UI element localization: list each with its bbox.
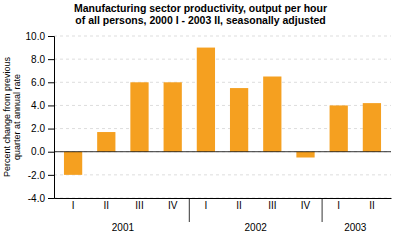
x-axis: IIIIIIIVIIIIIIIVIII <box>55 199 392 212</box>
y-tick: 6.0 <box>31 77 54 88</box>
y-tick: 2.0 <box>31 123 54 134</box>
bars <box>64 48 381 175</box>
grid-line <box>54 174 391 175</box>
y-tick: -4.0 <box>28 193 54 204</box>
chart: -4.0-2.00.02.04.06.08.010.0IIIIIIIVIIIII… <box>0 0 401 238</box>
bar <box>296 152 314 158</box>
tick-mark <box>48 82 54 83</box>
tick-label: II <box>104 200 110 211</box>
group-separator <box>322 198 323 222</box>
tick-label: IV <box>301 200 311 211</box>
grid-line <box>54 198 391 199</box>
x-tick: III <box>135 200 143 211</box>
tick-label: -4.0 <box>28 193 46 204</box>
grid <box>54 36 391 198</box>
tick-label: 8.0 <box>31 54 45 65</box>
x-tick: I <box>72 200 75 211</box>
y-tick: 10.0 <box>26 31 54 42</box>
tick-mark <box>48 36 54 37</box>
tick-label: III <box>135 200 143 211</box>
y-axis: -4.0 -2.0 0.0 2.0 4.0 6.0 8.0 10.0 <box>26 31 55 204</box>
x-tick: III <box>268 200 276 211</box>
bar <box>230 88 248 152</box>
x-tick: II <box>104 200 110 211</box>
tick-mark <box>48 175 54 176</box>
tick-label: 4.0 <box>31 100 45 111</box>
grid-line <box>54 151 391 152</box>
tick-mark <box>48 198 54 199</box>
bar <box>197 48 215 152</box>
group-label: 2002 <box>245 222 268 233</box>
y-tick: 4.0 <box>31 100 54 111</box>
bar <box>130 82 148 151</box>
y-tick: 8.0 <box>31 54 54 65</box>
tick-label: 10.0 <box>26 31 46 42</box>
zero-line <box>54 151 391 152</box>
tick-label: II <box>369 200 375 211</box>
bar <box>97 132 115 152</box>
x-tick: IV <box>168 200 178 211</box>
tick-label: I <box>337 200 340 211</box>
x-tick: II <box>236 200 242 211</box>
bar <box>263 77 281 152</box>
tick-label: -2.0 <box>28 170 46 181</box>
axis-domain <box>55 198 392 199</box>
x-tick: IV <box>301 200 311 211</box>
x-tick: I <box>337 200 340 211</box>
plot: -4.0-2.00.02.04.06.08.010.0IIIIIIIVIIIII… <box>26 31 392 233</box>
group-axis: 2001 2002 2003 <box>112 198 367 233</box>
bar <box>164 82 182 151</box>
group-label: 2003 <box>344 222 367 233</box>
tick-label: III <box>268 200 276 211</box>
bar <box>64 152 82 175</box>
bar <box>330 105 348 151</box>
group-label: 2001 <box>112 222 135 233</box>
tick-mark <box>48 129 54 130</box>
grid-line <box>54 82 391 83</box>
tick-label: I <box>72 200 75 211</box>
tick-label: 0.0 <box>31 146 45 157</box>
bar <box>363 103 381 152</box>
x-tick: II <box>369 200 375 211</box>
grid-line <box>54 36 391 37</box>
y-tick: 0.0 <box>31 146 54 157</box>
tick-label: I <box>205 200 208 211</box>
group-separator <box>189 198 190 222</box>
y-tick: -2.0 <box>28 170 54 181</box>
tick-label: 2.0 <box>31 123 45 134</box>
y-axis-label: Percent change from previousquarter at a… <box>2 56 22 177</box>
x-tick: I <box>205 200 208 211</box>
title: Manufacturing sector productivity, outpu… <box>74 2 327 26</box>
tick-mark <box>48 152 54 153</box>
axis-domain <box>48 37 55 199</box>
tick-label: IV <box>168 200 178 211</box>
tick-label: 6.0 <box>31 77 45 88</box>
tick-mark <box>48 59 54 60</box>
grid-line <box>54 59 391 60</box>
tick-label: II <box>236 200 242 211</box>
tick-mark <box>48 105 54 106</box>
